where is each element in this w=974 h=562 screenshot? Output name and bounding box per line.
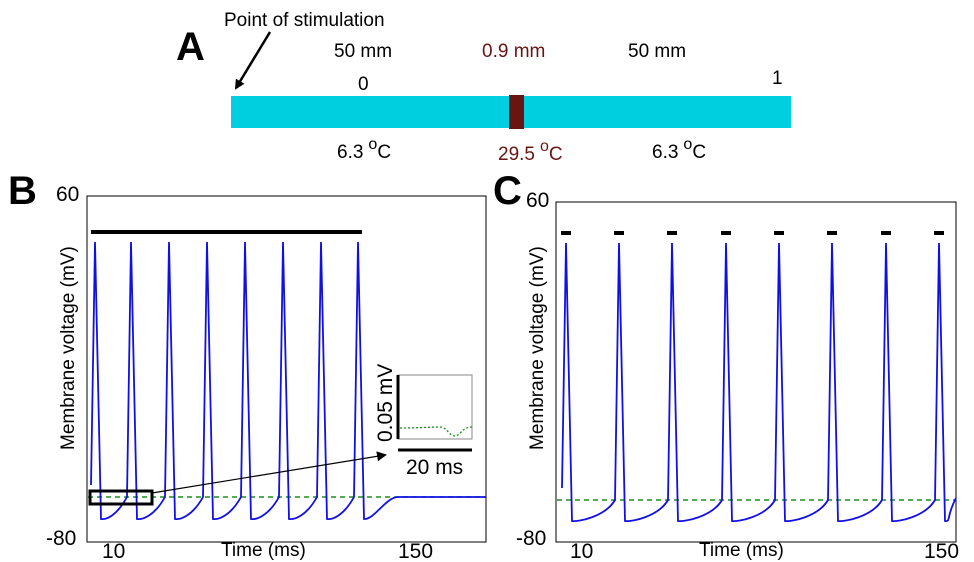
panel-a: A Point of stimulation 50 mm 0.9 mm 50 m… — [176, 10, 791, 165]
inset-voltage-scale-label: 0.05 mV — [374, 364, 397, 442]
stimulation-point-label: Point of stimulation — [224, 10, 385, 31]
panel-a-letter: A — [176, 25, 205, 69]
left-temperature: 6.3 oC — [337, 136, 391, 163]
panel-c-letter: C — [493, 169, 522, 213]
panel-c-ytick-top: 60 — [526, 189, 549, 212]
panel-b-zoom-arrow — [151, 451, 387, 494]
panel-c-xlabel: Time (ms) — [699, 540, 784, 561]
panel-b-ylabel: Membrane voltage (mV) — [58, 246, 79, 450]
panel-b-xlabel: Time (ms) — [221, 540, 306, 561]
left-segment-length: 50 mm — [334, 41, 392, 62]
heated-temperature: 29.5 oC — [498, 138, 563, 165]
inset-time-scale-label: 20 ms — [406, 456, 463, 479]
panel-b-inset: 0.05 mV 20 ms — [374, 364, 473, 479]
panel-b-ytick-bottom: -80 — [46, 527, 76, 550]
stimulation-arrow — [234, 31, 272, 90]
right-segment-length: 50 mm — [628, 41, 686, 62]
panel-b-voltage-trace — [90, 241, 486, 520]
right-temperature: 6.3 oC — [652, 136, 706, 163]
panel-b: B 60 -80 10 150 Time (ms) Membrane volta… — [8, 169, 487, 562]
panel-b-zoom-box — [88, 489, 154, 506]
panel-b-xtick-right: 150 — [398, 540, 433, 562]
panel-c-voltage-trace — [561, 242, 957, 522]
panel-c-xtick-left: 10 — [570, 540, 593, 562]
panel-c-ylabel: Membrane voltage (mV) — [527, 246, 548, 450]
heated-segment-length: 0.9 mm — [482, 41, 545, 62]
panel-b-axes — [86, 195, 487, 543]
panel-c-xtick-right: 150 — [924, 540, 959, 562]
panel-c-ytick-bottom: -80 — [516, 527, 546, 550]
panel-b-ytick-top: 60 — [56, 183, 79, 206]
axon-end-position: 1 — [772, 68, 783, 89]
panel-b-xtick-left: 10 — [102, 540, 125, 562]
panel-c: C 60 -80 10 150 Time (ms) Membrane volta… — [493, 169, 959, 562]
axon-start-position: 0 — [358, 74, 369, 95]
inset-trace — [399, 426, 473, 437]
panel-b-letter: B — [8, 169, 37, 213]
inset-axes — [397, 374, 473, 440]
panel-c-axes — [555, 201, 957, 543]
heated-segment — [509, 95, 524, 129]
